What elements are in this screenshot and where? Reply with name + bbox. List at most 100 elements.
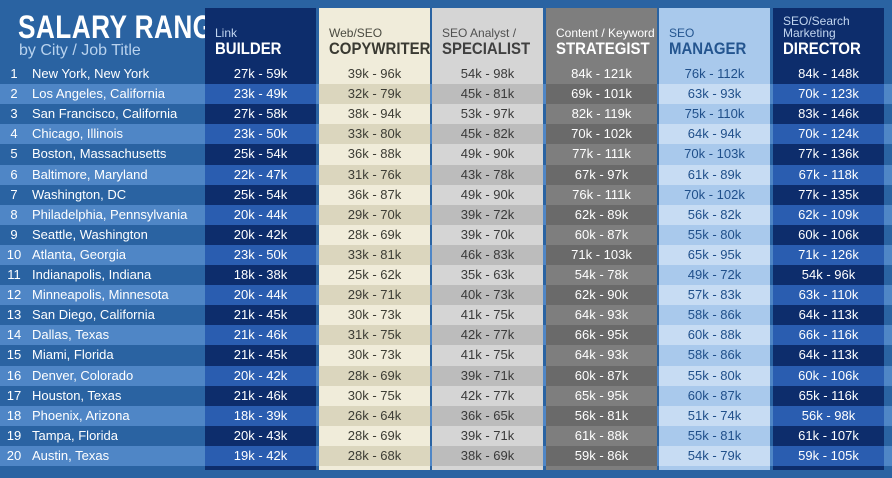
column-row-stripe [773, 285, 884, 306]
column-header-main: SPECIALIST [442, 39, 531, 58]
column-row-stripe [319, 164, 430, 185]
row-rank: 13 [6, 307, 22, 323]
column-row-stripe [319, 445, 430, 466]
salary-cell: 49k - 72k [687, 267, 742, 282]
salary-cell: 31k - 76k [347, 166, 402, 182]
row-city: Austin, Texas [32, 447, 110, 463]
column-row-stripe [659, 285, 770, 306]
salary-cell: 64k - 94k [687, 126, 742, 142]
salary-cell: 36k - 65k [460, 407, 515, 423]
column-row-stripe [546, 325, 657, 346]
salary-cell: 59k - 105k [798, 447, 859, 463]
salary-cell: 66k - 95k [574, 327, 629, 343]
row-city: Philadelphia, Pennsylvania [32, 206, 188, 222]
row-rank: 18 [6, 407, 22, 423]
salary-cell: 58k - 86k [687, 307, 742, 323]
column-header-main: MANAGER [669, 39, 747, 58]
row-city: Houston, Texas [32, 387, 122, 403]
salary-cell: 39k - 70k [460, 226, 515, 242]
salary-cell: 28k - 69k [347, 427, 402, 443]
salary-cell: 70k - 103k [684, 146, 745, 162]
salary-cell: 28k - 69k [347, 226, 402, 242]
salary-cell: 71k - 103k [571, 246, 632, 262]
column-row-stripe [659, 204, 770, 225]
salary-cell: 19k - 42k [233, 447, 288, 463]
salary-cell: 70k - 124k [798, 126, 859, 142]
column-row-stripe [773, 84, 884, 105]
column-row-stripe [659, 405, 770, 426]
salary-cell: 84k - 121k [571, 66, 632, 81]
salary-cell: 25k - 54k [233, 146, 288, 162]
row-rank: 3 [10, 106, 18, 122]
column-row-stripe [432, 244, 543, 265]
row-rank: 20 [6, 447, 22, 463]
salary-cell: 60k - 88k [687, 327, 742, 343]
salary-cell: 54k - 79k [687, 447, 742, 463]
column-row-stripe [546, 84, 657, 105]
salary-cell: 45k - 81k [460, 86, 515, 102]
salary-cell: 31k - 75k [347, 327, 402, 343]
column-row-stripe [546, 445, 657, 466]
row-rank: 15 [6, 347, 22, 363]
salary-cell: 67k - 118k [798, 166, 859, 182]
column-header-top: Marketing [783, 26, 836, 40]
row-rank: 4 [10, 126, 18, 142]
salary-cell: 54k - 98k [460, 66, 515, 81]
column-row-stripe [205, 325, 316, 346]
column-row-stripe [319, 204, 430, 225]
row-rank: 7 [10, 186, 18, 202]
salary-cell: 61k - 89k [687, 166, 742, 182]
salary-cell: 36k - 88k [347, 146, 402, 162]
salary-cell: 43k - 78k [460, 166, 515, 182]
salary-cell: 39k - 71k [460, 367, 515, 383]
column-row-stripe [319, 325, 430, 346]
salary-cell: 36k - 87k [347, 186, 402, 202]
column-row-stripe [432, 405, 543, 426]
column-header-main: COPYWRITER [329, 39, 431, 58]
row-city: Washington, DC [32, 186, 127, 202]
salary-cell: 38k - 69k [460, 447, 515, 463]
salary-cell: 39k - 71k [460, 427, 515, 443]
salary-cell: 39k - 72k [460, 206, 515, 222]
column-header-top: SEO Analyst / [442, 26, 517, 40]
column-row-stripe [205, 244, 316, 265]
column-row-stripe [659, 445, 770, 466]
salary-cell: 61k - 88k [574, 427, 629, 443]
column-row-stripe [546, 204, 657, 225]
column-row-stripe [659, 325, 770, 346]
row-city: Atlanta, Georgia [32, 246, 126, 262]
column-header-main: BUILDER [215, 39, 282, 58]
salary-cell: 65k - 95k [574, 387, 629, 403]
salary-cell: 60k - 106k [798, 226, 859, 242]
column-row-stripe [432, 445, 543, 466]
row-city: Dallas, Texas [32, 327, 110, 343]
salary-cell: 59k - 86k [574, 447, 629, 463]
row-city: Denver, Colorado [32, 367, 134, 383]
column-row-stripe [432, 204, 543, 225]
salary-cell: 55k - 81k [687, 427, 742, 443]
salary-cell: 27k - 58k [233, 106, 288, 122]
salary-cell: 41k - 75k [460, 347, 515, 363]
salary-cell: 60k - 87k [574, 367, 629, 383]
row-rank: 17 [6, 387, 22, 403]
salary-cell: 76k - 112k [684, 66, 745, 81]
column-row-stripe [432, 285, 543, 306]
salary-cell: 49k - 90k [460, 146, 515, 162]
salary-cell: 60k - 87k [574, 226, 629, 242]
row-city: Baltimore, Maryland [32, 166, 148, 182]
salary-cell: 84k - 148k [798, 66, 859, 81]
row-rank: 6 [10, 166, 18, 182]
salary-cell: 55k - 80k [687, 367, 742, 383]
row-city: Indianapolis, Indiana [32, 267, 152, 282]
salary-cell: 76k - 111k [572, 186, 631, 202]
salary-cell: 51k - 74k [687, 407, 742, 423]
salary-cell: 42k - 77k [460, 387, 515, 403]
salary-cell: 32k - 79k [347, 86, 402, 102]
salary-cell: 77k - 136k [798, 146, 859, 162]
salary-cell: 57k - 83k [687, 287, 742, 303]
column-header-top: Web/SEO [329, 26, 383, 40]
column-row-stripe [319, 405, 430, 426]
column-header-main: STRATEGIST [556, 39, 650, 58]
column-row-stripe [319, 244, 430, 265]
salary-cell: 27k - 59k [233, 66, 288, 81]
